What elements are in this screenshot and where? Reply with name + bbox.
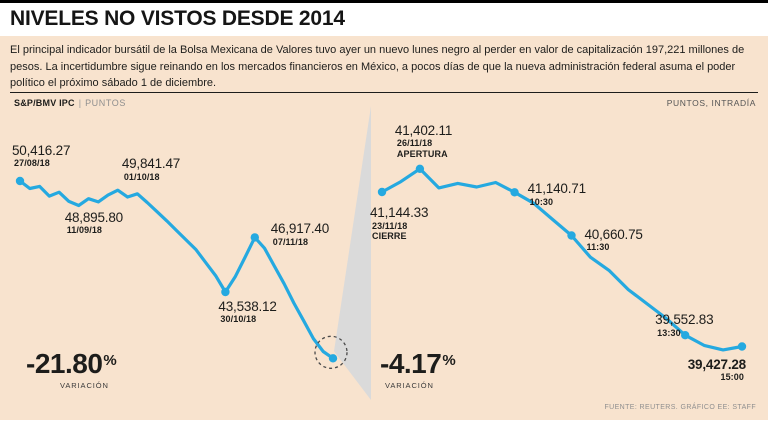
data-point-marker xyxy=(737,342,747,351)
data-point-marker xyxy=(328,354,338,363)
magnifier-wedge xyxy=(334,106,371,400)
ipc-daily-line xyxy=(18,179,335,360)
endpoint-highlight-circle xyxy=(314,335,348,369)
data-point-marker xyxy=(250,233,259,242)
variation-intraday: -4.17% VARIACIÓN xyxy=(380,348,456,390)
index-name: S&P/BMV IPC xyxy=(14,98,75,108)
variation-daily: -21.80% VARIACIÓN xyxy=(26,348,117,390)
page-title: NIVELES NO VISTOS DESDE 2014 xyxy=(10,7,345,30)
chart-background xyxy=(0,36,768,420)
separator: | xyxy=(78,98,82,108)
left-unit-label: PUNTOS xyxy=(85,98,127,108)
data-point-marker xyxy=(377,187,387,197)
data-point-marker xyxy=(415,164,425,173)
top-rule xyxy=(0,0,768,3)
data-point-marker xyxy=(681,331,690,340)
data-point-marker xyxy=(15,176,25,186)
variation-intraday-number: -4.17% xyxy=(380,348,456,380)
description-text: El principal indicador bursátil de la Bo… xyxy=(10,44,745,89)
header-divider xyxy=(10,92,758,93)
data-point-marker xyxy=(567,231,576,240)
right-unit-label: PUNTOS, INTRADÍA xyxy=(666,98,756,108)
data-point-marker xyxy=(221,287,230,297)
variation-intraday-value: -4.17 xyxy=(380,348,442,379)
percent-sign: % xyxy=(103,352,117,369)
ipc-intraday-line xyxy=(380,167,744,352)
variation-daily-value: -21.80 xyxy=(26,348,103,379)
data-point-marker xyxy=(510,188,519,197)
source-credit: FUENTE: REUTERS. GRÁFICO EE: STAFF xyxy=(604,404,756,411)
left-chart-header: S&P/BMV IPC | PUNTOS xyxy=(14,98,126,108)
variation-daily-number: -21.80% xyxy=(26,348,117,380)
variation-daily-label: VARIACIÓN xyxy=(60,381,109,390)
variation-intraday-label: VARIACIÓN xyxy=(385,381,434,390)
percent-sign: % xyxy=(442,352,456,369)
